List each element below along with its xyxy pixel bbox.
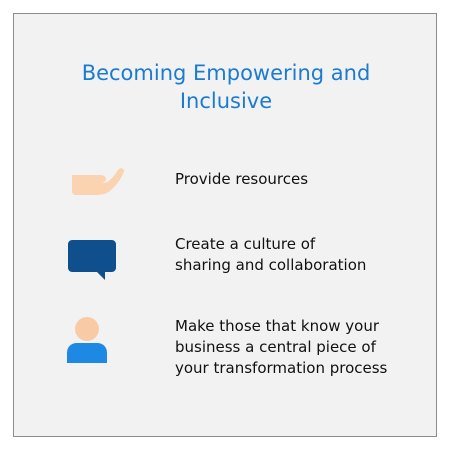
content-card: Becoming Empowering and Inclusive Provid…: [13, 13, 437, 437]
list-item-2-line-1: Create a culture of: [175, 235, 316, 253]
list-item-1-text: Provide resources: [175, 169, 308, 190]
speech-bubble-icon: [68, 240, 116, 280]
list-item-3-text: Make those that know your business a cen…: [175, 316, 387, 379]
list-item-3-line-1: Make those that know your: [175, 317, 380, 335]
title-line-1: Becoming Empowering and: [81, 61, 371, 85]
list-item-3-line-3: your transformation process: [175, 359, 388, 377]
list-item-3-line-2: business a central piece of: [175, 338, 376, 356]
list-item-2-line-2: sharing and collaboration: [175, 256, 367, 274]
person-icon: [67, 317, 107, 363]
open-hand-icon: [70, 166, 126, 196]
page-title: Becoming Empowering and Inclusive: [14, 59, 438, 115]
title-line-2: Inclusive: [179, 89, 273, 113]
list-item-2-text: Create a culture of sharing and collabor…: [175, 234, 366, 276]
list-item-1-line-1: Provide resources: [175, 170, 309, 188]
